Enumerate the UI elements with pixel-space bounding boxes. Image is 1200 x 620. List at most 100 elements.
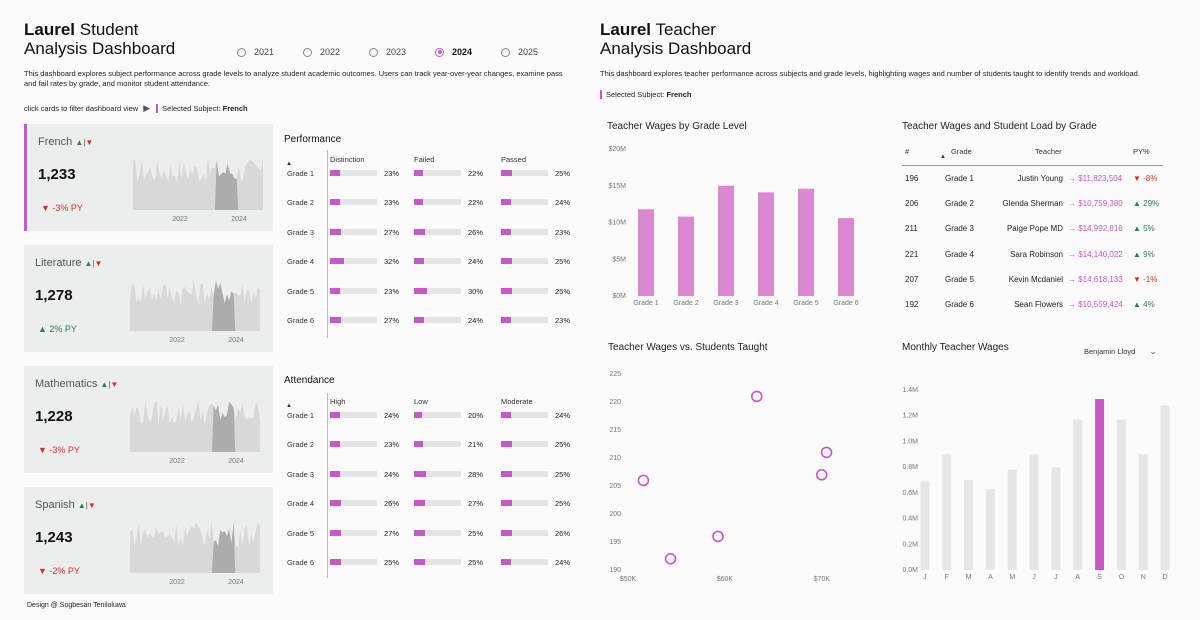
column-header: Passed [501, 155, 527, 164]
metric-bar [330, 470, 377, 477]
y-tick-label: $15M [608, 183, 626, 190]
metric-bar-fill [330, 500, 341, 507]
metric-percent: 26% [555, 528, 571, 538]
bar [678, 216, 694, 296]
y-tick-label: 0.2M [902, 541, 918, 548]
metric-bar-fill [414, 470, 426, 477]
metric-bar-fill [501, 199, 512, 206]
column-header: Failed [414, 155, 435, 164]
metric-percent: 30% [468, 286, 484, 296]
x-tick-label: A [1075, 574, 1080, 581]
sort-icon: ▲ [940, 154, 946, 160]
metric-bar-fill [330, 470, 341, 477]
year-radio-2024[interactable]: 2024 [435, 47, 501, 57]
grade-label: Grade 1 [287, 169, 315, 178]
row-grade: Grade 3 [945, 224, 974, 234]
metric-percent: 25% [384, 558, 400, 567]
metric-bar-fill [501, 470, 512, 477]
column-header: Low [414, 397, 428, 406]
metric-percent: 22% [468, 169, 484, 178]
x-tick-label: D [1163, 574, 1168, 581]
teacher-dropdown[interactable]: Benjamin Lloyd ⌄ [1084, 346, 1157, 356]
column-header: Moderate [501, 397, 533, 406]
x-tick-label: O [1119, 574, 1125, 581]
performance-divider [327, 150, 328, 338]
sparkline-selected-year [214, 160, 239, 210]
metric-percent: 28% [468, 469, 484, 479]
row-py: ▲ 9% [1133, 249, 1155, 259]
x-tick-label: M [966, 574, 972, 581]
metric-bar [501, 470, 548, 477]
x-tick-label: Grade 3 [713, 300, 738, 307]
card-py-change: ▼ -2% PY [38, 566, 80, 576]
subject-card-mathematics[interactable]: Mathematics ▲|▼ 1,228 ▼ -3% PY 2022 2024 [24, 366, 273, 473]
metric-bar [501, 500, 548, 507]
subject-card-spanish[interactable]: Spanish ▲|▼ 1,243 ▼ -2% PY 2022 2024 [24, 487, 273, 594]
year-radio-2022[interactable]: 2022 [303, 47, 369, 57]
year-radio-2025[interactable]: 2025 [501, 47, 567, 57]
subject-card-french[interactable]: French ▲|▼ 1,233 ▼ -3% PY 2022 2024 [24, 124, 273, 231]
row-teacher: Paige Pope MD [1006, 224, 1063, 234]
sort-icon: ▲ [286, 161, 292, 167]
metric-percent: 25% [555, 440, 571, 450]
y-tick-label: 1.0M [902, 438, 918, 445]
metric-bar-fill [501, 441, 512, 448]
radio-dot [435, 47, 444, 57]
month-bar [1029, 454, 1039, 570]
subject-card-literature[interactable]: Literature ▲|▼ 1,278 ▲ 2% PY 2022 2024 [24, 245, 273, 352]
bar [718, 185, 734, 296]
sparkline-area [133, 157, 263, 210]
grade-label: Grade 4 [287, 257, 315, 267]
metric-bar [501, 170, 548, 176]
metric-bar [501, 317, 548, 323]
subject-label: Spanish [35, 499, 75, 511]
wages-table-title: Teacher Wages and Student Load by Grade [902, 121, 1097, 132]
metric-bar-fill [501, 412, 512, 418]
metric-bar [414, 258, 461, 265]
metric-bar-fill [501, 258, 512, 265]
x-tick-label: J [923, 574, 927, 581]
year-radio-2021[interactable]: 2021 [237, 47, 303, 57]
metric-percent: 25% [468, 528, 484, 538]
month-bar [1095, 399, 1105, 570]
card-sparkline: 2022 2024 [133, 157, 263, 223]
sparkline-axis-label: 2022 [169, 579, 185, 586]
row-count: 192 [905, 300, 919, 309]
x-tick-label: Grade 5 [793, 300, 818, 307]
metric-bar-fill [501, 170, 512, 176]
metric-bar [330, 317, 377, 323]
metric-bar [501, 529, 548, 536]
grade-label: Grade 3 [287, 227, 315, 237]
y-tick-label: 205 [609, 483, 621, 490]
row-grade: Grade 6 [945, 300, 974, 309]
x-tick-label: $70K [814, 576, 831, 583]
row-wage: → $10,759,380 [1068, 199, 1123, 209]
bar [838, 218, 854, 296]
y-tick-label: 220 [609, 399, 621, 406]
year-label: 2022 [320, 47, 341, 57]
month-bar [1116, 419, 1126, 570]
bar [638, 209, 654, 296]
card-sparkline: 2022 2024 [130, 521, 260, 586]
grade-label: Grade 6 [287, 558, 315, 567]
metric-bar-fill [414, 170, 424, 176]
row-teacher: Justin Young [1017, 174, 1063, 183]
grade-label: Grade 1 [287, 411, 315, 420]
metric-percent: 23% [555, 227, 571, 237]
scatter-point [750, 390, 763, 403]
metric-percent: 24% [384, 469, 400, 479]
month-bar [920, 481, 930, 570]
month-bar [964, 480, 974, 570]
year-label: 2024 [452, 47, 473, 57]
table-header: PY% [1133, 147, 1150, 156]
column-header: Distinction [330, 155, 365, 164]
card-value: 1,243 [35, 529, 73, 546]
monthly-wages-chart: 0.0M 0.2M 0.4M 0.6M 0.8M 1.0M 1.2M 1.4M J F M A M J J A… [902, 387, 1170, 581]
row-grade: Grade 5 [945, 274, 974, 284]
wages-vs-students-chart: 190 195 200 205 210 215 220 225 $50K $60K $70K [609, 371, 833, 583]
metric-percent: 25% [555, 169, 571, 178]
year-radio-2023[interactable]: 2023 [369, 47, 435, 57]
sparkline-axis-label: 2024 [228, 579, 244, 586]
trend-arrows-icon: ▲|▼ [77, 501, 96, 510]
filter-hint: click cards to filter dashboard view ▶ S… [24, 103, 248, 113]
